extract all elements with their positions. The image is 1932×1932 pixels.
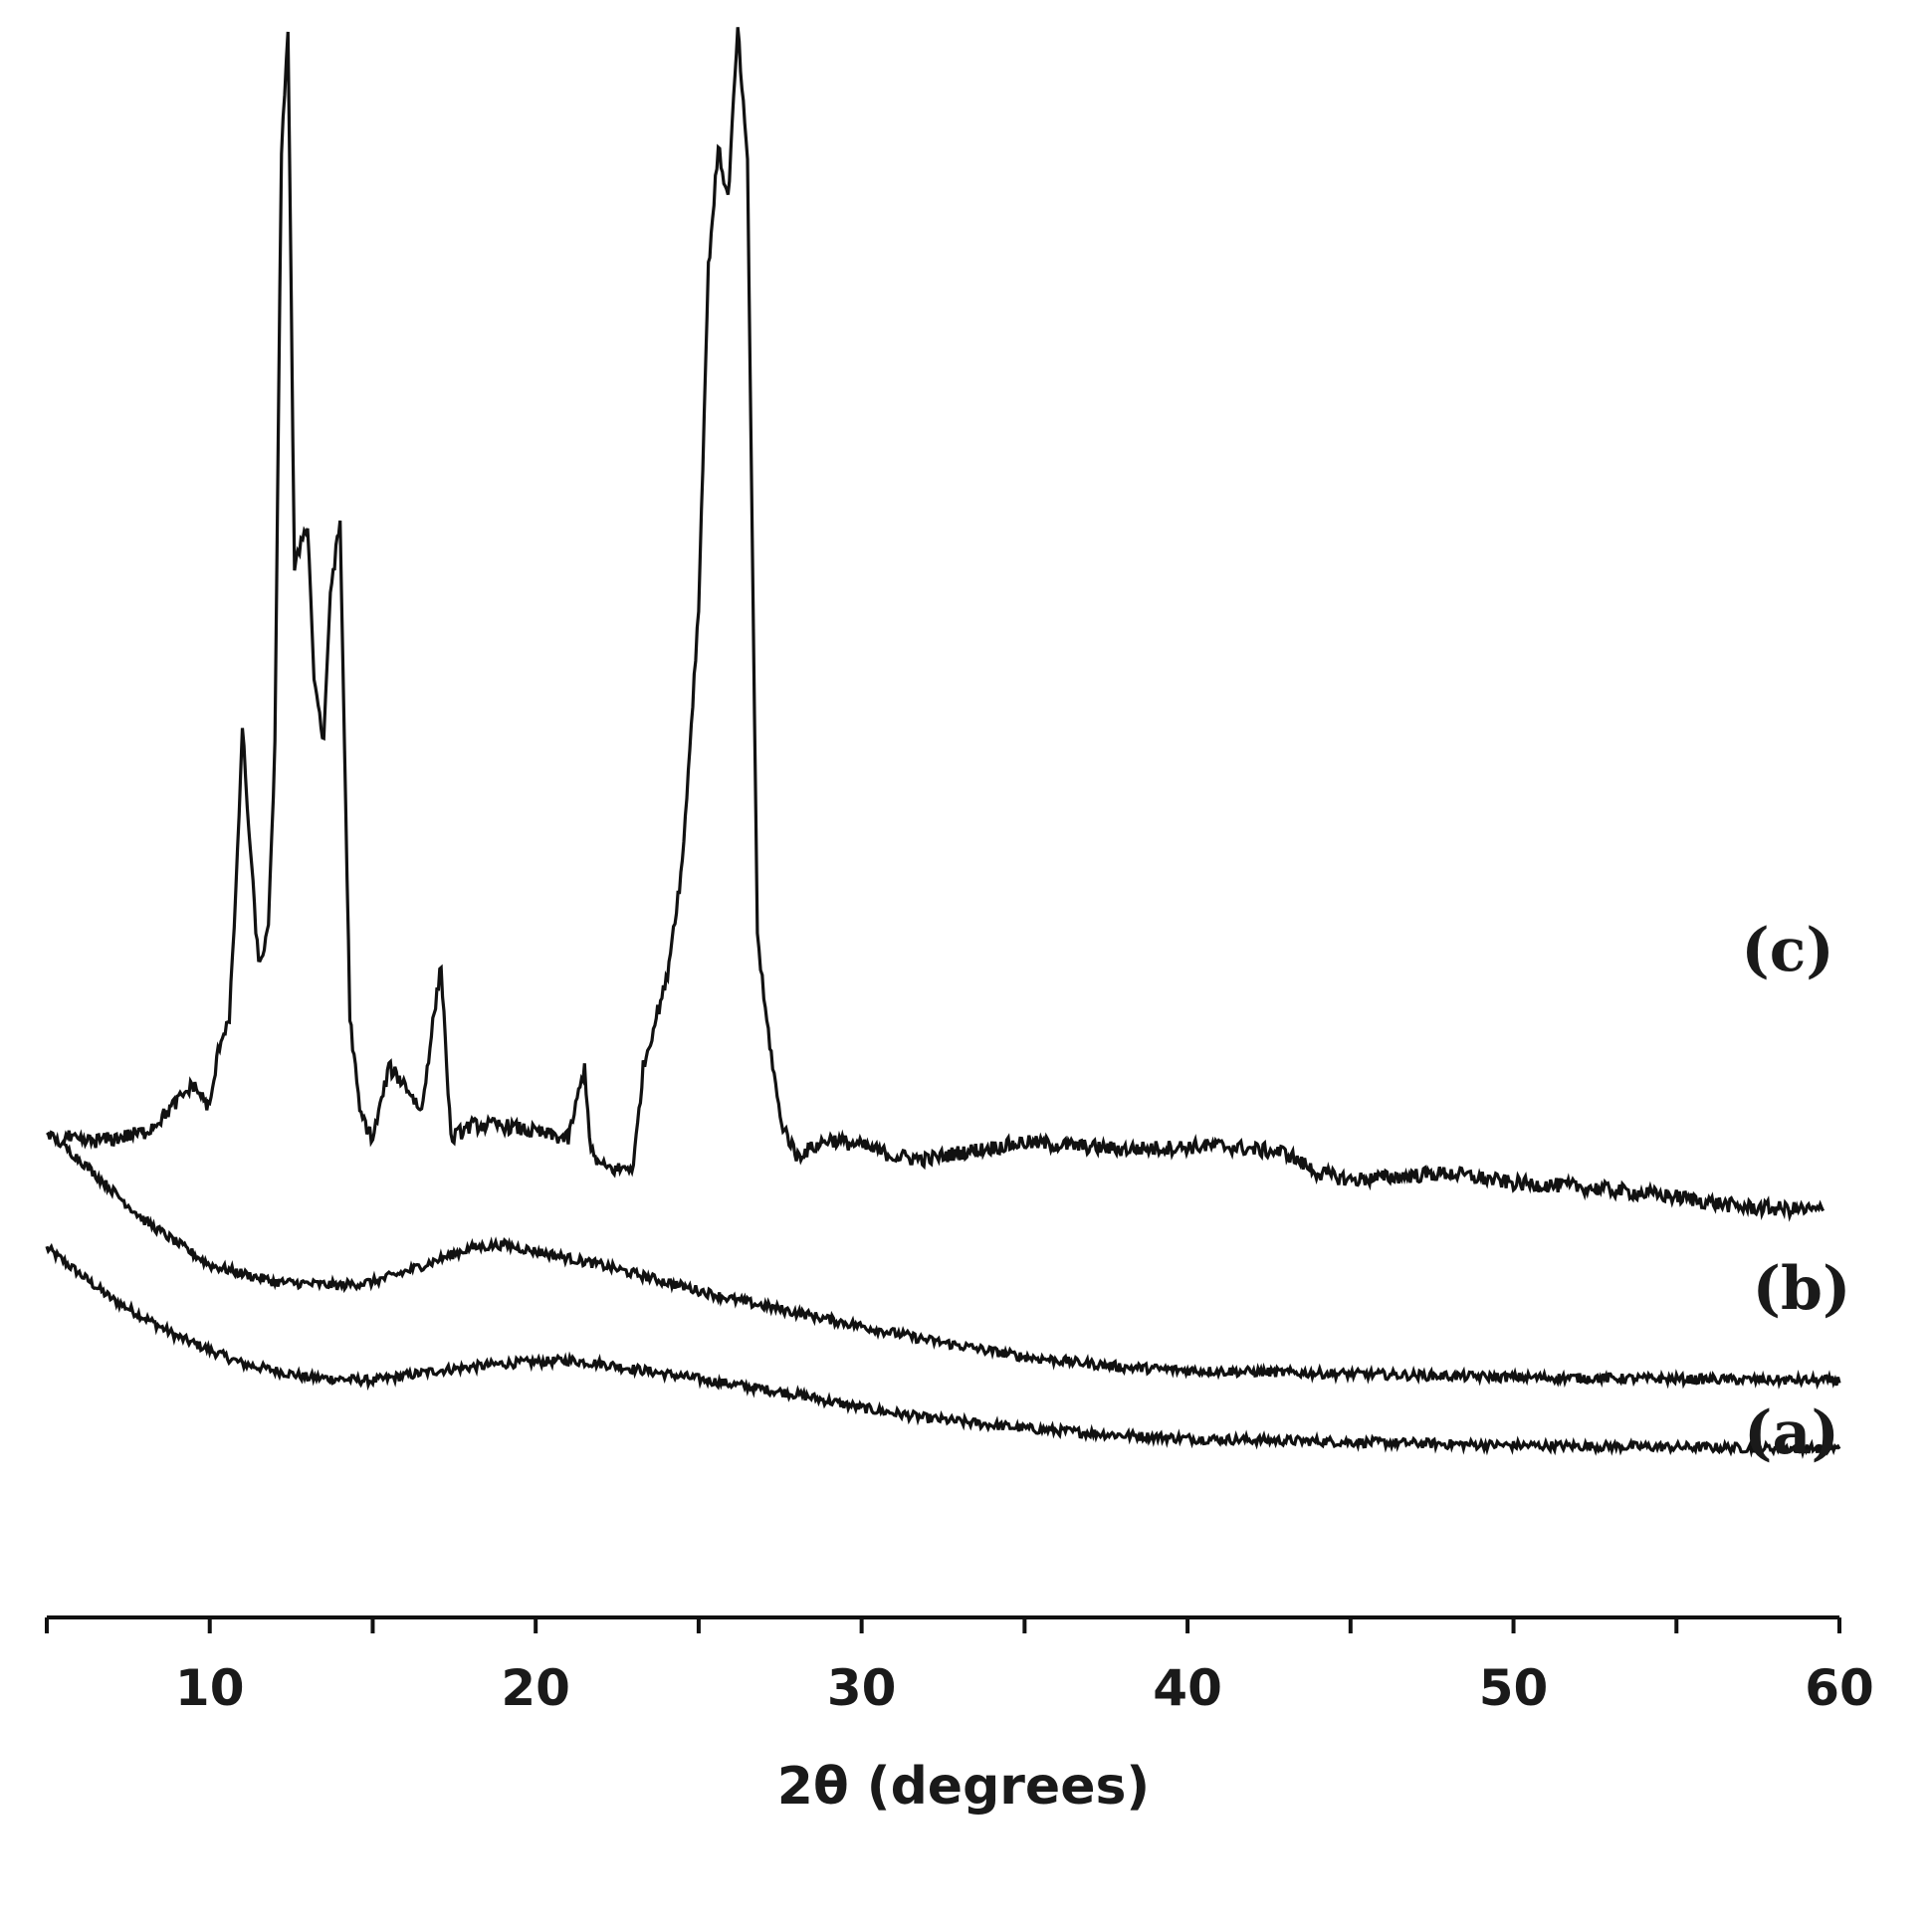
series-label-0: (a): [1744, 1398, 1839, 1468]
x-tick-label: 30: [827, 1659, 897, 1717]
series-trace-0: [45, 1242, 1841, 1459]
x-tick-label: 40: [1153, 1659, 1222, 1717]
series-trace-2: [62, 27, 1825, 1222]
x-tick-label: 20: [501, 1659, 570, 1717]
x-tick-label: 10: [175, 1659, 245, 1717]
x-tick-label: 60: [1805, 1659, 1874, 1717]
x-axis-title: 2θ (degrees): [777, 1757, 1150, 1817]
traces: [45, 27, 1841, 1459]
series-trace-1: [46, 1130, 1841, 1391]
x-tick-label: 50: [1479, 1659, 1549, 1717]
x-axis: 10 20 30 40 50 60: [45, 1615, 1874, 1717]
series-labels: (a) (b) (c): [1741, 916, 1850, 1468]
series-label-1: (b): [1753, 1254, 1851, 1324]
series-label-2: (c): [1741, 916, 1833, 985]
